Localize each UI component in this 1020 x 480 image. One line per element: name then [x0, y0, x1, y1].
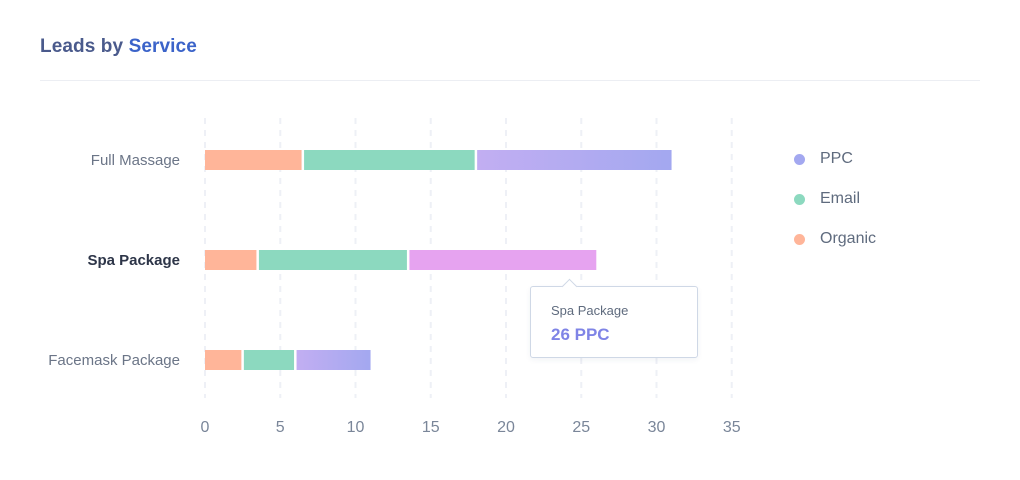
x-tick-label-30: 30 [648, 419, 666, 436]
x-tick-label-10: 10 [347, 419, 365, 436]
bar-organic-2 [205, 350, 242, 370]
category-label-0: Full Massage [91, 152, 180, 169]
bar-ppc-1 [409, 250, 597, 270]
bar-organic-1 [205, 250, 257, 270]
category-label-1: Spa Package [87, 252, 180, 269]
x-tick-label-25: 25 [572, 419, 590, 436]
x-tick-label-5: 5 [276, 419, 285, 436]
legend-label-organic: Organic [820, 230, 877, 247]
chart-legend: PPC Email Organic [794, 148, 876, 268]
bar-ppc-0 [477, 150, 672, 170]
legend-item-organic[interactable]: Organic [794, 228, 876, 250]
chart-title-part1: Leads by [40, 36, 124, 57]
chart-title-part2: Service [128, 36, 197, 57]
bar-email-0 [304, 150, 475, 170]
legend-dot-email [794, 193, 805, 205]
legend-item-email[interactable]: Email [794, 188, 876, 210]
legend-label-email: Email [820, 190, 861, 207]
legend-label-ppc: PPC [820, 150, 853, 167]
legend-item-ppc[interactable]: PPC [794, 148, 876, 170]
bar-email-2 [243, 350, 295, 370]
chart-tooltip: Spa Package 26 PPC [530, 278, 698, 358]
legend-dot-organic [794, 233, 805, 245]
x-tick-label-35: 35 [723, 419, 741, 436]
x-tick-label-15: 15 [422, 419, 440, 436]
chart-title: Leads by Service [40, 36, 197, 58]
legend-dot-ppc [794, 153, 805, 165]
title-divider [40, 80, 980, 81]
x-tick-label-0: 0 [201, 419, 210, 436]
bar-organic-0 [205, 150, 302, 170]
tooltip-value: 26 PPC [551, 325, 610, 344]
tooltip-label: Spa Package [551, 303, 629, 318]
category-label-2: Facemask Package [48, 352, 180, 369]
bar-email-1 [258, 250, 407, 270]
bar-ppc-2 [296, 350, 371, 370]
x-tick-label-20: 20 [497, 419, 515, 436]
